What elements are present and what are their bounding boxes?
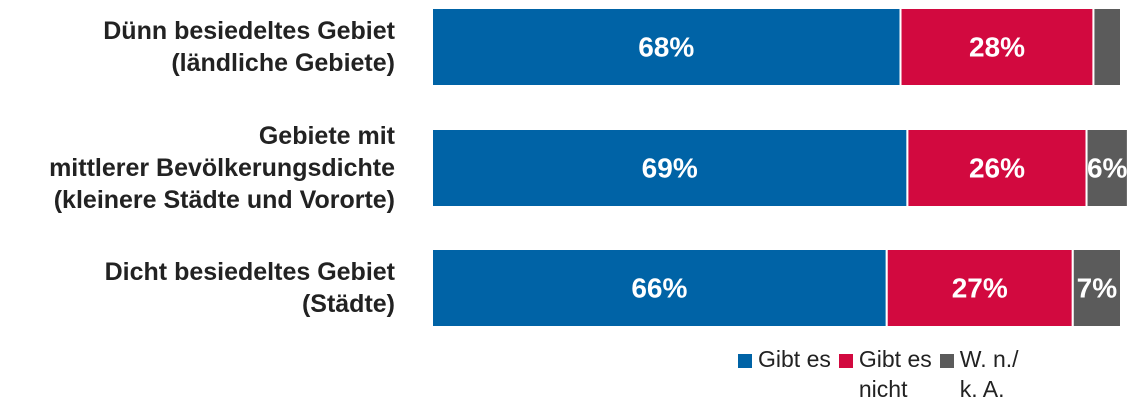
legend-swatch: [939, 354, 954, 368]
data-label: 66%: [631, 273, 687, 304]
bar-segment: [431, 248, 888, 328]
data-label: 27%: [952, 273, 1008, 304]
data-label: 26%: [969, 153, 1025, 184]
category-label: Dünn besiedeltes Gebiet: [103, 17, 395, 45]
category-label: Gebiete mit: [259, 122, 396, 150]
legend-label: Gibt es nicht: [859, 344, 932, 404]
legend-item: W. n./ k. A.: [939, 344, 1019, 404]
data-label: 6%: [1087, 153, 1128, 184]
bar-segment: [899, 7, 1095, 87]
legend-item: Gibt es: [738, 344, 831, 374]
legend-label-line: Gibt es: [758, 346, 831, 372]
bar-segment: [431, 128, 909, 208]
legend-label-line: nicht: [858, 376, 908, 402]
bar-segment: [431, 7, 902, 87]
legend-swatch: [838, 354, 853, 368]
category-label: Dicht besiedeltes Gebiet: [105, 258, 396, 286]
category-label: (Städte): [302, 290, 395, 318]
bar-segment: [1092, 7, 1122, 87]
legend-label-line: k. A.: [959, 376, 1005, 402]
category-label: mittlerer Bevölkerungsdichte: [49, 154, 395, 182]
category-label: (kleinere Städte und Vororte): [54, 186, 395, 214]
legend-label: Gibt es: [758, 344, 831, 374]
data-label: 68%: [638, 32, 694, 63]
legend-label: W. n./ k. A.: [960, 344, 1019, 404]
legend-item: Gibt es nicht: [838, 344, 932, 404]
data-label: 69%: [642, 153, 698, 184]
legend-label-line: Gibt es: [858, 346, 932, 372]
bar-segment: [1071, 248, 1123, 328]
data-label: 28%: [969, 32, 1025, 63]
data-label: 7%: [1077, 273, 1118, 304]
category-label: (ländliche Gebiete): [171, 49, 395, 77]
legend: Gibt es Gibt es nicht W. n./ k. A.: [738, 344, 1027, 404]
legend-label-line: W. n./: [959, 346, 1019, 372]
bar-segment: [885, 248, 1074, 328]
legend-swatch: [738, 354, 752, 368]
bar-segment: [1085, 128, 1129, 208]
